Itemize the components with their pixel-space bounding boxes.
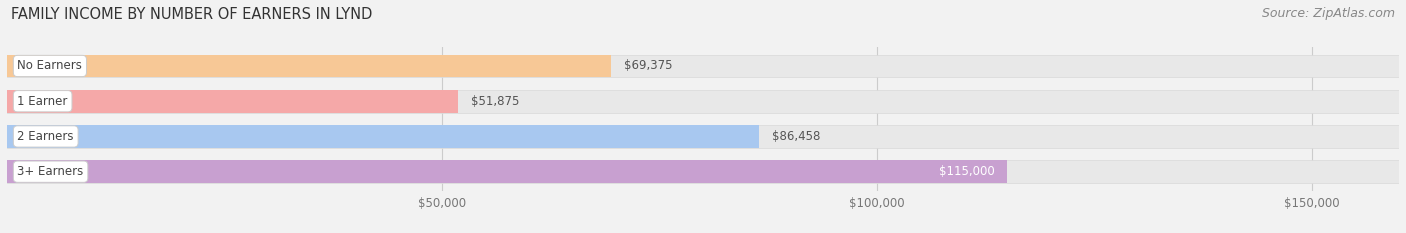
- Text: $115,000: $115,000: [939, 165, 994, 178]
- Bar: [7, 125, 759, 148]
- Text: 2 Earners: 2 Earners: [17, 130, 75, 143]
- Text: $69,375: $69,375: [624, 59, 672, 72]
- Bar: [7, 160, 1399, 183]
- Bar: [7, 90, 1399, 113]
- Bar: [7, 160, 1008, 183]
- Text: Source: ZipAtlas.com: Source: ZipAtlas.com: [1261, 7, 1395, 20]
- Text: $86,458: $86,458: [772, 130, 821, 143]
- Text: No Earners: No Earners: [17, 59, 83, 72]
- Bar: [7, 90, 458, 113]
- Text: 3+ Earners: 3+ Earners: [17, 165, 84, 178]
- Bar: [7, 55, 1399, 77]
- Bar: [7, 125, 1399, 148]
- Text: FAMILY INCOME BY NUMBER OF EARNERS IN LYND: FAMILY INCOME BY NUMBER OF EARNERS IN LY…: [11, 7, 373, 22]
- Text: $51,875: $51,875: [471, 95, 520, 108]
- Text: 1 Earner: 1 Earner: [17, 95, 67, 108]
- Bar: [7, 55, 610, 77]
